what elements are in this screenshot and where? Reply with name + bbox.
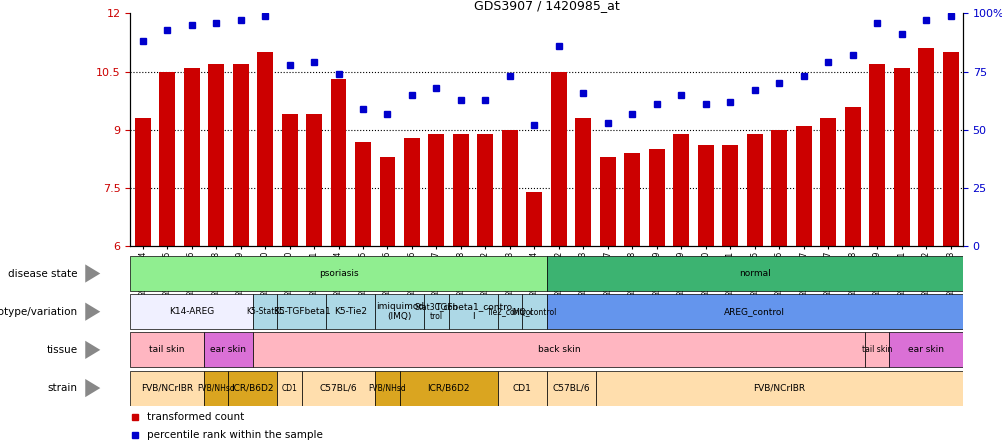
Text: back skin: back skin: [537, 345, 579, 354]
Bar: [526, 192, 542, 246]
Text: normal: normal: [738, 269, 770, 278]
Text: disease state: disease state: [8, 269, 78, 278]
Bar: [648, 149, 664, 246]
Bar: [183, 68, 199, 246]
Text: IMQ_control: IMQ_control: [511, 307, 556, 316]
Bar: [326, 294, 375, 329]
Bar: [203, 371, 228, 405]
Bar: [203, 333, 253, 367]
Polygon shape: [85, 264, 100, 283]
Bar: [232, 64, 248, 246]
Text: AREG_control: AREG_control: [723, 307, 785, 316]
Text: CD1: CD1: [282, 384, 298, 392]
Text: TGFbeta1_contro
l: TGFbeta1_contro l: [434, 302, 511, 321]
Text: FVB/NHsd: FVB/NHsd: [369, 384, 406, 392]
Bar: [595, 371, 962, 405]
Text: ear skin: ear skin: [907, 345, 943, 354]
Text: imiquimod
(IMQ): imiquimod (IMQ): [376, 302, 424, 321]
Text: C57BL/6: C57BL/6: [552, 384, 589, 392]
Text: Tie2_control: Tie2_control: [486, 307, 533, 316]
Bar: [400, 371, 497, 405]
Text: FVB/NHsd: FVB/NHsd: [197, 384, 234, 392]
Text: tissue: tissue: [46, 345, 78, 355]
Bar: [889, 333, 962, 367]
Text: ear skin: ear skin: [210, 345, 246, 354]
Bar: [501, 130, 517, 246]
Text: K5-Stat3C: K5-Stat3C: [245, 307, 284, 316]
Bar: [282, 114, 298, 246]
Bar: [497, 371, 546, 405]
Bar: [404, 138, 420, 246]
Bar: [546, 256, 962, 291]
Bar: [130, 333, 203, 367]
Bar: [599, 157, 615, 246]
Bar: [820, 118, 836, 246]
Text: psoriasis: psoriasis: [319, 269, 358, 278]
Bar: [134, 118, 150, 246]
Polygon shape: [85, 379, 100, 397]
Polygon shape: [85, 341, 100, 359]
Bar: [375, 294, 424, 329]
Text: FVB/NCrIBR: FVB/NCrIBR: [141, 384, 193, 392]
Bar: [917, 48, 933, 246]
Bar: [546, 294, 962, 329]
Text: K5-TGFbeta1: K5-TGFbeta1: [273, 307, 331, 316]
Text: ICR/B6D2: ICR/B6D2: [427, 384, 470, 392]
Text: strain: strain: [48, 383, 78, 393]
Bar: [746, 134, 762, 246]
Bar: [306, 114, 322, 246]
Bar: [624, 153, 639, 246]
Text: tail skin: tail skin: [149, 345, 184, 354]
Bar: [277, 371, 302, 405]
Bar: [379, 157, 395, 246]
Bar: [228, 371, 277, 405]
Bar: [942, 52, 958, 246]
Text: tail skin: tail skin: [861, 345, 892, 354]
Bar: [253, 294, 277, 329]
Text: Stat3C_con
trol: Stat3C_con trol: [415, 302, 458, 321]
Text: ICR/B6D2: ICR/B6D2: [231, 384, 274, 392]
Bar: [546, 371, 595, 405]
Bar: [869, 64, 884, 246]
Text: CD1: CD1: [512, 384, 531, 392]
Bar: [424, 294, 448, 329]
Bar: [277, 294, 326, 329]
Bar: [253, 333, 864, 367]
Bar: [257, 52, 273, 246]
Bar: [159, 71, 175, 246]
Text: transformed count: transformed count: [147, 412, 244, 422]
Text: genotype/variation: genotype/variation: [0, 307, 78, 317]
Bar: [844, 107, 860, 246]
Bar: [893, 68, 909, 246]
Text: C57BL/6: C57BL/6: [320, 384, 357, 392]
Bar: [302, 371, 375, 405]
Bar: [208, 64, 223, 246]
Title: GDS3907 / 1420985_at: GDS3907 / 1420985_at: [473, 0, 619, 12]
Bar: [477, 134, 493, 246]
Bar: [497, 294, 522, 329]
Bar: [771, 130, 787, 246]
Bar: [331, 79, 346, 246]
Bar: [130, 371, 203, 405]
Text: percentile rank within the sample: percentile rank within the sample: [147, 429, 323, 440]
Bar: [130, 294, 253, 329]
Bar: [550, 71, 566, 246]
Bar: [795, 126, 811, 246]
Bar: [355, 142, 371, 246]
Bar: [453, 134, 468, 246]
Bar: [428, 134, 444, 246]
Text: K14-AREG: K14-AREG: [168, 307, 214, 316]
Bar: [575, 118, 591, 246]
Text: K5-Tie2: K5-Tie2: [334, 307, 367, 316]
Bar: [697, 146, 713, 246]
Bar: [130, 256, 546, 291]
Bar: [721, 146, 737, 246]
Bar: [522, 294, 546, 329]
Bar: [672, 134, 688, 246]
Bar: [375, 371, 400, 405]
Polygon shape: [85, 303, 100, 321]
Text: FVB/NCrIBR: FVB/NCrIBR: [753, 384, 805, 392]
Bar: [864, 333, 889, 367]
Bar: [448, 294, 497, 329]
